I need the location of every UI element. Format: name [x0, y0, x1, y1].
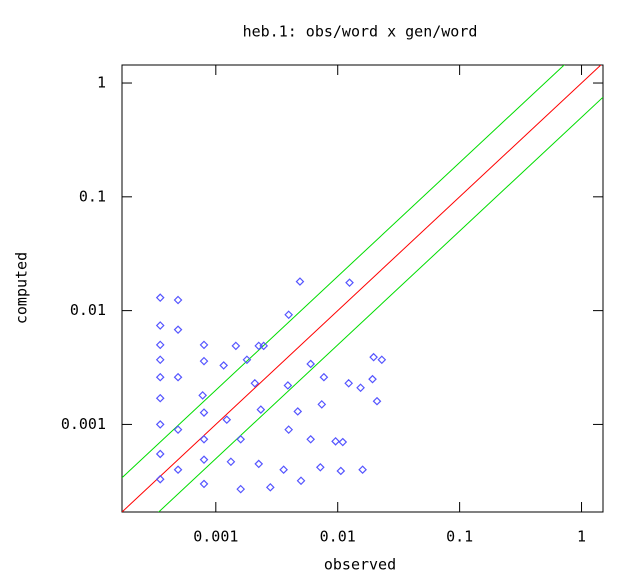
x-tick-label: 0.01 [320, 528, 356, 546]
point [226, 457, 236, 467]
point [199, 434, 209, 444]
point [345, 278, 354, 288]
point [199, 340, 209, 350]
point [295, 277, 305, 286]
point [236, 434, 246, 444]
x-tick-label: 0.1 [446, 528, 473, 546]
point [254, 459, 264, 469]
reference-line [122, 65, 602, 512]
y-tick-label: 1 [97, 74, 106, 92]
x-tick-label: 1 [577, 528, 586, 546]
point [250, 378, 260, 388]
point [198, 391, 208, 400]
point [317, 400, 327, 409]
point [155, 321, 165, 330]
point [279, 465, 288, 475]
point [315, 462, 325, 472]
point [155, 449, 165, 459]
point [173, 425, 183, 434]
point [296, 476, 306, 486]
point [338, 437, 348, 447]
y-tick-label: 0.01 [70, 301, 106, 319]
point [155, 293, 165, 303]
point [331, 437, 340, 446]
point [369, 352, 378, 362]
point [236, 484, 246, 494]
point [306, 359, 316, 369]
point [199, 479, 209, 489]
point [284, 425, 294, 434]
y-tick-label: 0.1 [79, 187, 106, 205]
point [372, 396, 382, 406]
point [173, 325, 183, 335]
point [155, 355, 165, 365]
point [293, 407, 303, 416]
point [155, 372, 165, 382]
chart-title: heb.1: obs/word x gen/word [243, 23, 478, 41]
point [283, 381, 293, 390]
plot-frame [121, 64, 604, 513]
point [319, 372, 329, 382]
point [155, 340, 165, 350]
x-tick-label: 0.001 [193, 528, 238, 546]
point [199, 356, 209, 366]
y-tick-label: 0.001 [61, 415, 106, 433]
point [155, 474, 165, 484]
point [173, 372, 183, 382]
point [265, 482, 275, 492]
point [199, 455, 209, 465]
point [336, 466, 346, 476]
point [358, 465, 367, 475]
point [155, 420, 165, 429]
point [155, 393, 165, 403]
point [344, 378, 354, 388]
reference-line [122, 65, 565, 479]
point [306, 434, 316, 444]
point [222, 415, 232, 425]
point [173, 465, 183, 475]
point [242, 355, 252, 365]
point [356, 383, 365, 393]
point [219, 361, 229, 370]
point [284, 310, 294, 320]
point [368, 374, 377, 384]
reference-line [157, 96, 603, 512]
point [173, 295, 183, 305]
point [256, 405, 266, 414]
x-axis-label: observed [324, 556, 396, 574]
reference-lines [122, 65, 603, 512]
point [199, 408, 209, 417]
point [377, 355, 387, 365]
y-axis-label: computed [13, 252, 31, 324]
point [259, 341, 269, 351]
point [231, 341, 241, 351]
